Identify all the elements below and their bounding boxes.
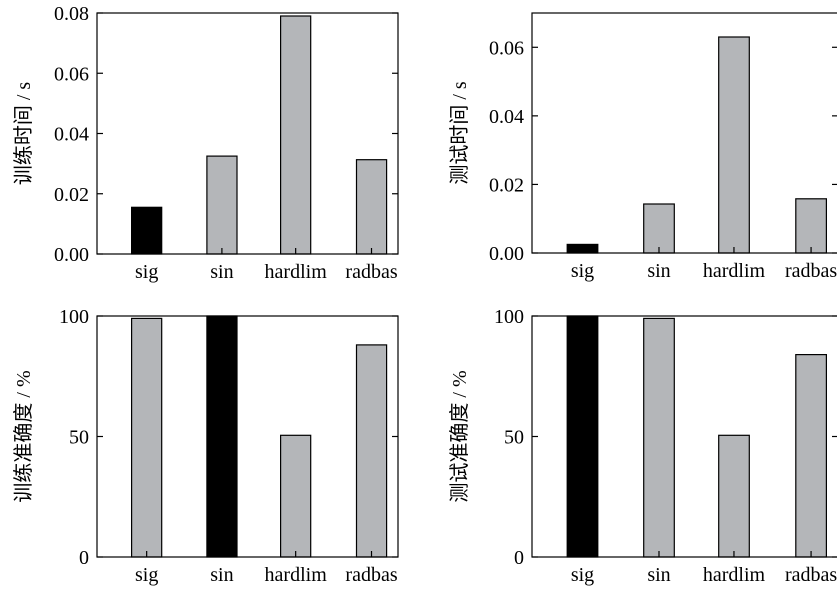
x-tick-label-radbas: radbas	[345, 261, 397, 283]
chart-panel-1: 0.00 0.02 0.04 0.06 0.08 sig sin hardlim radbas 训…	[12, 3, 399, 283]
y-tick-label: 0.06	[54, 63, 89, 85]
x-tick-label-sig: sig	[571, 260, 594, 282]
x-tick-label-sig: sig	[135, 564, 158, 586]
x-tick-label-sin: sin	[647, 260, 670, 282]
bar-radbas	[795, 354, 827, 558]
x-tick-label-radbas: radbas	[785, 564, 837, 586]
x-tick-label-radbas: radbas	[785, 260, 837, 282]
x-tick-label-hardlim: hardlim	[703, 564, 766, 586]
y-tick-label: 0.06	[489, 37, 524, 59]
x-tick-label-hardlim: hardlim	[265, 261, 328, 283]
x-tick-label-sin: sin	[210, 564, 233, 586]
y-tick-label: 0.08	[54, 3, 89, 25]
bar-hardlim	[718, 434, 750, 558]
bar-sig	[131, 206, 163, 255]
y-tick-label: 100	[494, 306, 524, 328]
y-axis-title: 训练时间 / s	[12, 82, 35, 186]
bar-radbas	[795, 198, 827, 254]
x-tick-label-sin: sin	[647, 564, 670, 586]
y-tick-label: 0	[79, 547, 89, 569]
x-tick-label-hardlim: hardlim	[265, 564, 328, 586]
x-tick-label-sig: sig	[135, 261, 158, 283]
bar-hardlim	[280, 15, 312, 255]
bar-radbas	[355, 344, 388, 558]
x-tick-label-sin: sin	[210, 261, 233, 283]
y-tick-label: 0.00	[54, 244, 89, 266]
x-tick-label-radbas: radbas	[345, 564, 397, 586]
bar-sin	[643, 203, 675, 254]
plot-frame	[531, 12, 837, 254]
bar-sin	[643, 317, 675, 558]
x-tick-label-sig: sig	[571, 564, 594, 586]
y-tick-label: 0.04	[489, 106, 524, 128]
y-tick-label: 0.02	[54, 184, 89, 206]
y-tick-label: 0.00	[489, 243, 524, 265]
chart-panel-2: 0.00 0.02 0.04 0.06 sig sin hardlim radbas 测试时间 …	[448, 12, 837, 282]
chart-panel-3: 0 50 100 sig sin hardlim radbas 训练准确度 / %	[12, 306, 399, 586]
bar-hardlim	[718, 36, 750, 254]
bar-sin	[206, 315, 238, 558]
y-axis-title: 训练准确度 / %	[12, 370, 35, 502]
y-tick-label: 0.04	[54, 124, 89, 146]
bar-hardlim	[280, 434, 312, 558]
y-tick-label: 0	[514, 547, 524, 569]
y-axis-title: 测试时间 / s	[448, 81, 471, 185]
bar-sin	[206, 155, 238, 255]
bar-radbas	[355, 159, 388, 255]
y-axis-title: 测试准确度 / %	[448, 370, 471, 502]
y-tick-label: 0.02	[489, 174, 524, 196]
bar-sig	[566, 315, 599, 558]
y-tick-label: 50	[69, 427, 89, 449]
x-tick-label-hardlim: hardlim	[703, 260, 766, 282]
bar-sig	[131, 317, 163, 558]
y-tick-label: 50	[504, 427, 524, 449]
chart-panel-4: 0 50 100 sig sin hardlim radbas 测试准确度 / %	[448, 306, 837, 586]
y-tick-label: 100	[59, 306, 89, 328]
